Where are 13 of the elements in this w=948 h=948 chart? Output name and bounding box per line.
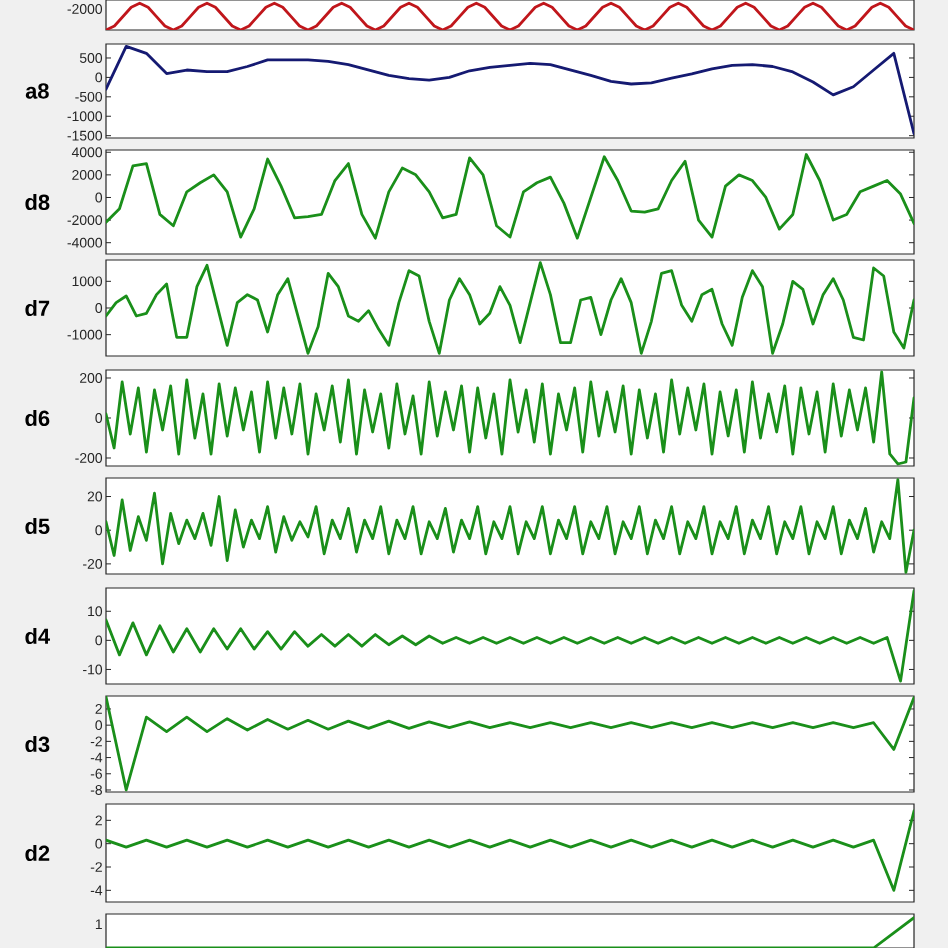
line-series — [106, 370, 915, 466]
y-axis-title: d7 — [25, 299, 50, 317]
y-axis-title: a8 — [25, 83, 49, 99]
y-axis-title: d6 — [25, 409, 50, 427]
line-series — [106, 695, 914, 792]
y-axis-title: d3 — [25, 735, 50, 753]
line-series — [106, 589, 915, 683]
y-axis-title: d4 — [25, 627, 50, 645]
y-axis-title: d8 — [25, 193, 50, 211]
line-series — [106, 478, 915, 574]
y-axis-title: d2 — [25, 844, 50, 862]
y-axis-title: d5 — [25, 517, 50, 535]
line-series — [106, 809, 914, 892]
